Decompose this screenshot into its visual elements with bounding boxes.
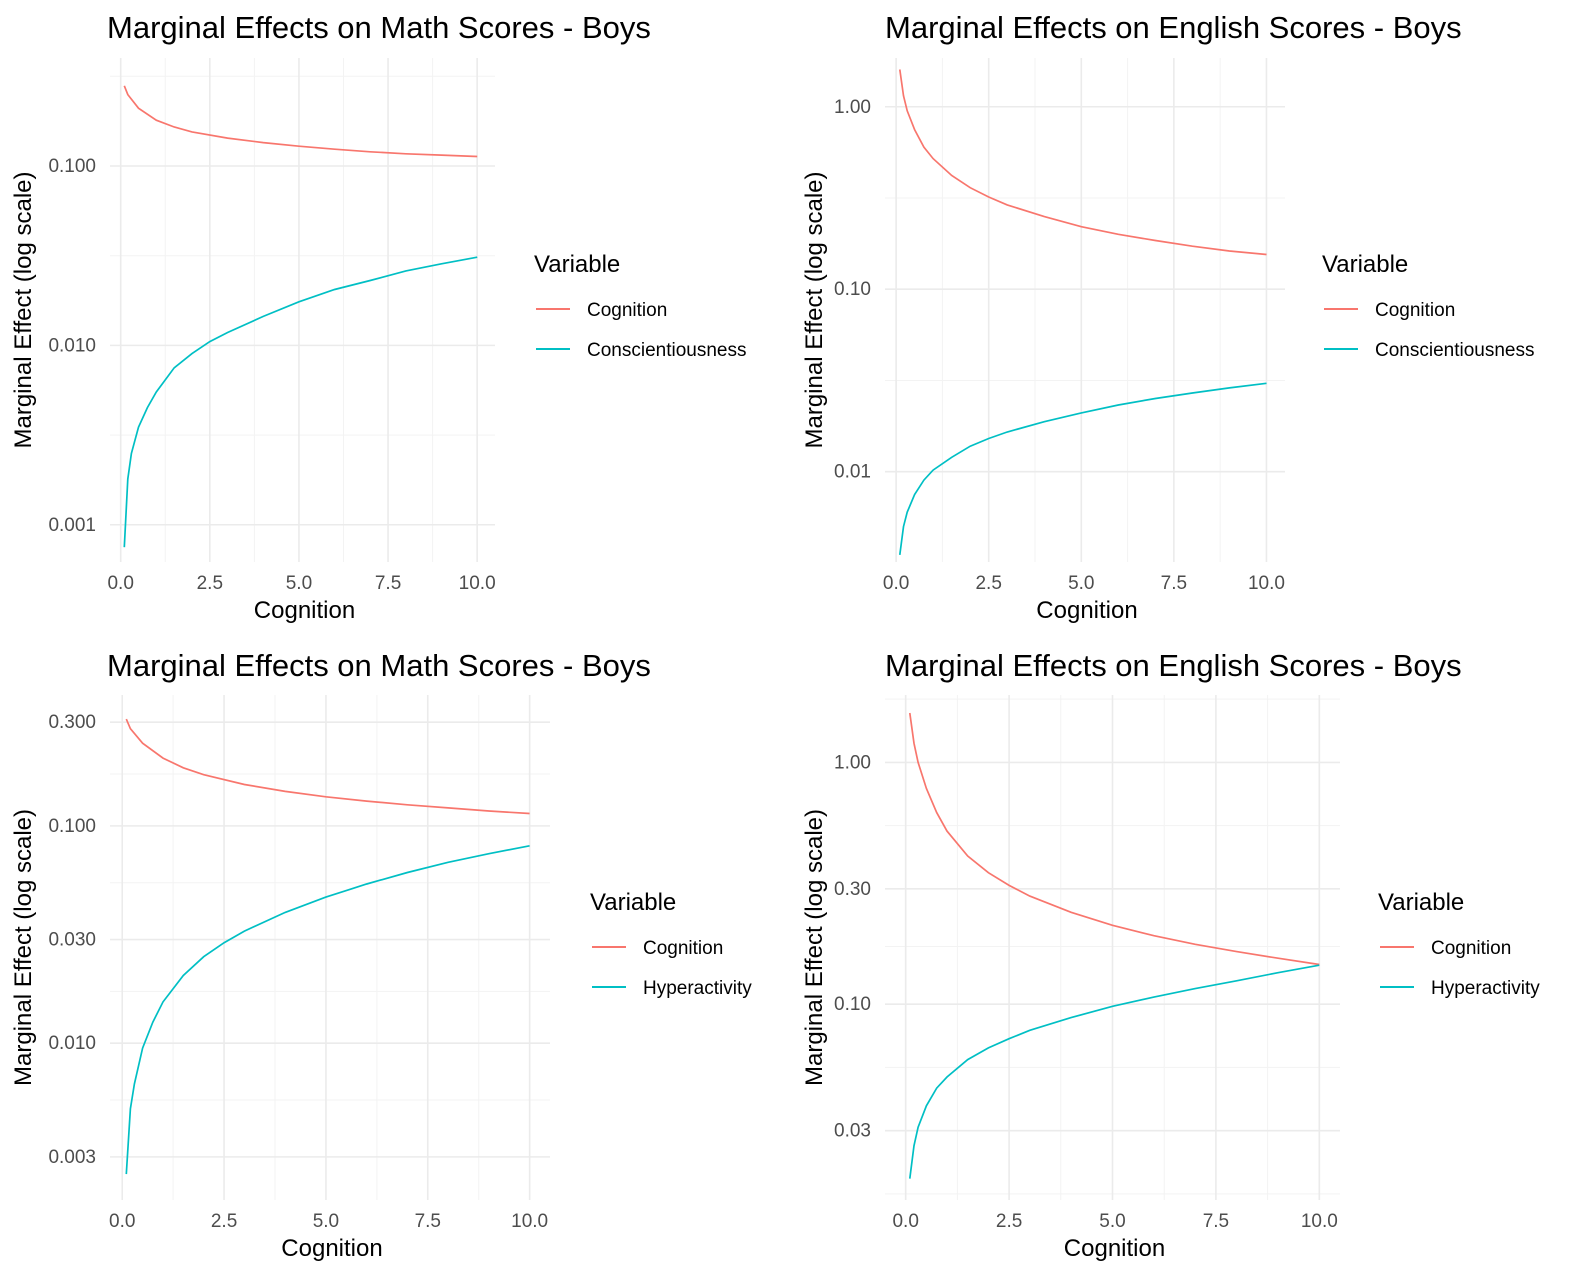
- legend: Variable Cognition Hyperactivity: [1378, 889, 1540, 999]
- chart-title: Marginal Effects on Math Scores - Boys: [107, 10, 651, 45]
- chart-title: Marginal Effects on English Scores - Boy…: [885, 10, 1462, 45]
- x-axis-title: Cognition: [1036, 597, 1137, 624]
- x-tick-label: 7.5: [1161, 573, 1187, 594]
- legend: Variable Cognition Conscientiousness: [1322, 251, 1534, 361]
- y-tick-label: 0.003: [48, 1147, 96, 1168]
- x-tick-label: 7.5: [415, 1211, 441, 1232]
- x-axis-title: Cognition: [1064, 1235, 1165, 1262]
- x-tick-label: 0.0: [107, 573, 133, 594]
- y-axis-title: Marginal Effect (log scale): [10, 809, 37, 1086]
- legend-label: Cognition: [643, 938, 723, 959]
- y-tick-label: 0.100: [48, 816, 96, 837]
- x-tick-label: 7.5: [1203, 1211, 1229, 1232]
- x-tick-label: 5.0: [1068, 573, 1094, 594]
- series-line-hyperactivity: [908, 964, 1320, 1179]
- legend-label: Hyperactivity: [643, 978, 752, 999]
- chart-panel-2: 0.0 2.5 5.0 7.5 10.0 0.01 0.10 1.00 Marginal Eff…: [801, 10, 1534, 624]
- legend-label: Cognition: [1375, 300, 1455, 321]
- x-tick-label: 0.0: [892, 1211, 918, 1232]
- y-axis-title: Marginal Effect (log scale): [10, 171, 37, 448]
- series-line-cognition: [123, 85, 478, 158]
- y-tick-label: 0.100: [48, 156, 96, 177]
- x-tick-label: 2.5: [211, 1211, 237, 1232]
- y-tick-label: 0.10: [834, 994, 871, 1015]
- x-tick-label: 0.0: [109, 1211, 135, 1232]
- y-tick-label: 0.03: [834, 1121, 871, 1142]
- legend-title: Variable: [1322, 251, 1408, 278]
- series-line-conscientiousness: [123, 256, 478, 548]
- chart-title: Marginal Effects on English Scores - Boy…: [885, 648, 1462, 683]
- x-tick-label: 5.0: [286, 573, 312, 594]
- legend-title: Variable: [590, 889, 676, 916]
- x-tick-label: 7.5: [375, 573, 401, 594]
- legend-label: Conscientiousness: [587, 340, 746, 361]
- legend: Variable Cognition Conscientiousness: [534, 251, 746, 361]
- x-tick-label: 0.0: [883, 573, 909, 594]
- y-tick-label: 0.010: [48, 1033, 96, 1054]
- x-tick-label: 5.0: [1099, 1211, 1125, 1232]
- x-tick-label: 2.5: [996, 1211, 1022, 1232]
- legend: Variable Cognition Hyperactivity: [590, 889, 752, 999]
- x-axis-title: Cognition: [254, 597, 355, 624]
- legend-label: Cognition: [587, 300, 667, 321]
- x-tick-label: 5.0: [313, 1211, 339, 1232]
- series-line-hyperactivity: [125, 844, 530, 1175]
- x-tick-label: 10.0: [1301, 1211, 1338, 1232]
- x-tick-label: 10.0: [1248, 573, 1285, 594]
- chart-panel-1: 0.0 2.5 5.0 7.5 10.0 0.001 0.010 0.100 Marginal …: [10, 10, 746, 624]
- series-line-conscientiousness: [898, 382, 1267, 556]
- y-tick-label: 0.001: [48, 515, 96, 536]
- chart-panel-4: 0.0 2.5 5.0 7.5 10.0 0.03 0.10 0.30 1.00 Marginal…: [801, 648, 1540, 1262]
- legend-title: Variable: [534, 251, 620, 278]
- y-tick-label: 0.010: [48, 335, 96, 356]
- y-tick-label: 1.00: [834, 752, 871, 773]
- series-line-cognition: [908, 712, 1320, 966]
- series-line-cognition: [898, 69, 1267, 256]
- legend-label: Cognition: [1431, 938, 1511, 959]
- series-line-cognition: [125, 718, 530, 815]
- x-tick-label: 10.0: [459, 573, 496, 594]
- y-tick-label: 0.030: [48, 930, 96, 951]
- y-tick-label: 0.30: [834, 879, 871, 900]
- chart-title: Marginal Effects on Math Scores - Boys: [107, 648, 651, 683]
- x-tick-label: 10.0: [511, 1211, 548, 1232]
- x-axis-title: Cognition: [281, 1235, 382, 1262]
- y-tick-label: 0.10: [834, 279, 871, 300]
- legend-title: Variable: [1378, 889, 1464, 916]
- y-tick-label: 0.300: [48, 712, 96, 733]
- y-tick-label: 0.01: [834, 462, 871, 483]
- y-tick-label: 1.00: [834, 97, 871, 118]
- legend-label: Conscientiousness: [1375, 340, 1534, 361]
- chart-panel-3: 0.0 2.5 5.0 7.5 10.0 0.003 0.010 0.030 0.100 0.30…: [10, 648, 752, 1262]
- x-tick-label: 2.5: [975, 573, 1001, 594]
- legend-label: Hyperactivity: [1431, 978, 1540, 999]
- x-tick-label: 2.5: [197, 573, 223, 594]
- y-axis-title: Marginal Effect (log scale): [801, 171, 828, 448]
- y-axis-title: Marginal Effect (log scale): [801, 809, 828, 1086]
